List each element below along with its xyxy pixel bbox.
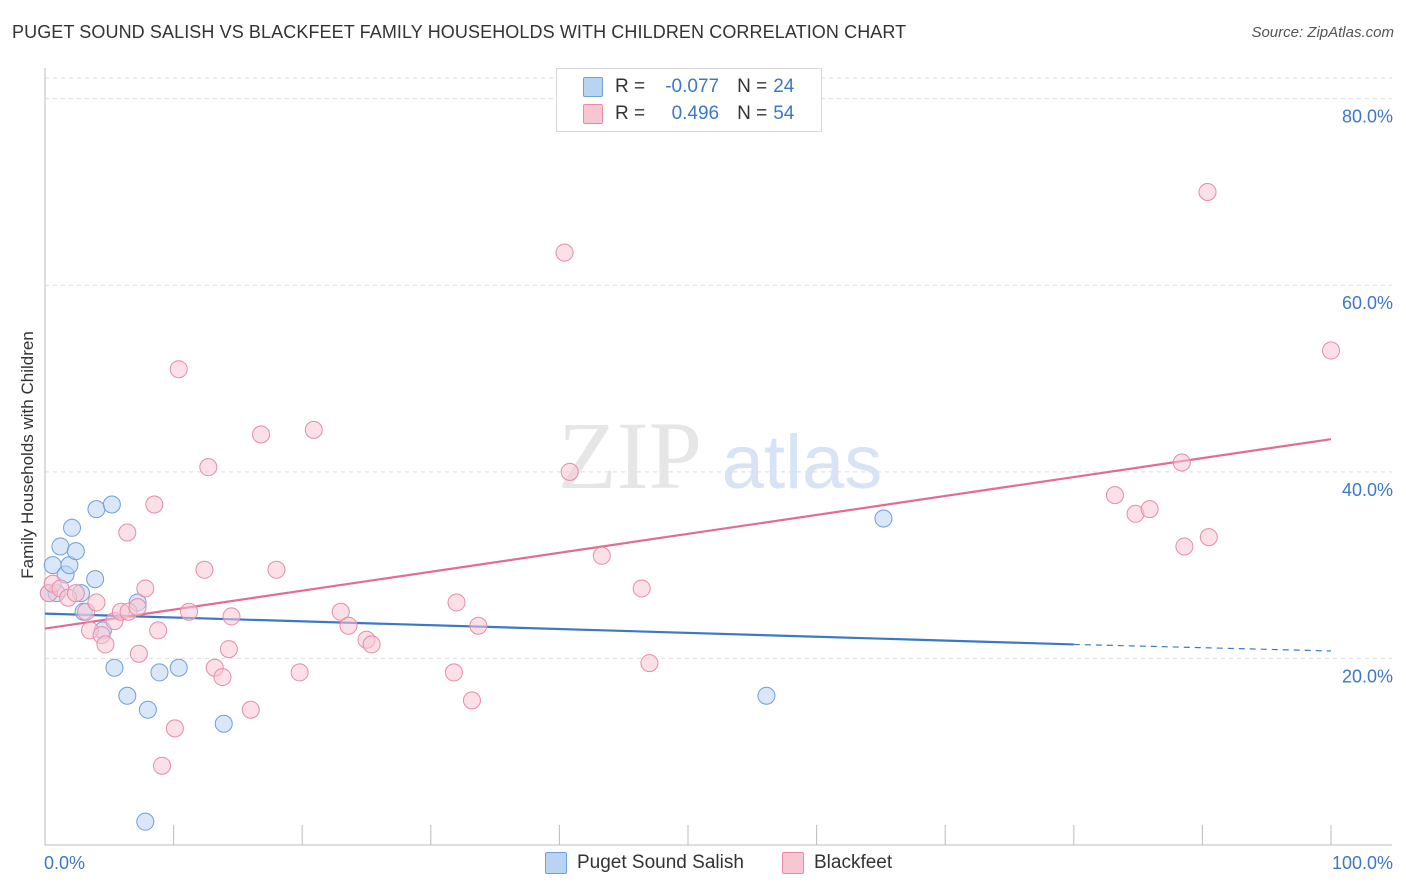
legend-n-label: N = [737, 76, 768, 97]
data-point-blackfeet [1199, 528, 1218, 547]
data-point-blackfeet [169, 360, 188, 379]
data-point-blackfeet [128, 598, 147, 617]
data-point-blackfeet [447, 593, 466, 612]
gridlines [45, 77, 1392, 659]
chart-title: PUGET SOUND SALISH VS BLACKFEET FAMILY H… [12, 22, 907, 42]
trend-line-salish-extension [1073, 643, 1332, 652]
data-point-blackfeet [165, 719, 184, 738]
data-point-blackfeet [339, 616, 358, 635]
legend-r-label: R = [615, 103, 646, 124]
data-point-blackfeet [1175, 537, 1194, 556]
y-tick-label: 60.0% [1342, 293, 1393, 313]
data-point-blackfeet [136, 579, 155, 598]
data-point-blackfeet [195, 560, 214, 579]
data-point-blackfeet [180, 602, 199, 621]
legend-r-value: 0.496 [671, 103, 720, 124]
bottom-legend-blackfeet: Blackfeet [782, 852, 892, 874]
trend-lines [44, 438, 1332, 652]
data-point-blackfeet [592, 546, 611, 565]
data-point-blackfeet [632, 579, 651, 598]
y-tick-label: 20.0% [1342, 666, 1393, 686]
tick-labels: 20.0% 40.0% 60.0% 80.0% 0.0% 100.0% [44, 107, 1393, 873]
y-axis-label: Family Households with Children [18, 331, 37, 579]
bottom-legend-swatch-pink [782, 852, 804, 874]
data-point-blackfeet [444, 663, 463, 682]
legend-n-label: N = [737, 103, 768, 124]
x-tick-label: 100.0% [1332, 853, 1393, 873]
data-point-blackfeet [199, 458, 218, 477]
legend-r-value: -0.077 [665, 76, 720, 97]
trend-line-salish [44, 612, 1074, 646]
legend-n-value: 24 [773, 76, 795, 97]
bottom-legend-salish: Puget Sound Salish [545, 852, 744, 874]
data-point-salish [757, 686, 776, 705]
data-point-salish [87, 500, 106, 519]
data-point-blackfeet [267, 560, 286, 579]
data-point-blackfeet [252, 425, 271, 444]
data-point-blackfeet [1105, 486, 1124, 505]
data-point-blackfeet [87, 593, 106, 612]
data-point-salish [118, 686, 137, 705]
legend-row-blackfeet: R = 0.496 N = 54 [583, 102, 794, 126]
data-point-blackfeet [145, 495, 164, 514]
legend-n-value: 54 [773, 103, 795, 124]
legend-r-label: R = [615, 76, 646, 97]
source-credit: Source: ZipAtlas.com [1251, 24, 1394, 41]
data-point-blackfeet [331, 602, 350, 621]
data-point-salish [138, 700, 157, 719]
axes [44, 68, 1392, 846]
data-point-blackfeet [362, 635, 381, 654]
legend-swatch-pink [583, 104, 603, 124]
bottom-legend-swatch-blue [545, 852, 567, 874]
data-point-salish [150, 663, 169, 682]
data-point-blackfeet [640, 654, 659, 673]
data-point-salish [136, 812, 155, 831]
bottom-legend-label: Puget Sound Salish [577, 852, 744, 873]
data-point-blackfeet [304, 420, 323, 439]
data-point-salish [874, 509, 893, 528]
data-point-blackfeet [213, 668, 232, 687]
watermark-atlas: atlas [722, 420, 883, 505]
data-point-blackfeet [153, 756, 172, 775]
data-point-blackfeet [560, 462, 579, 481]
legend-swatch-blue [583, 77, 603, 97]
trend-line-blackfeet [44, 438, 1332, 630]
data-point-salish [86, 570, 105, 589]
bottom-legend-label: Blackfeet [814, 852, 893, 873]
data-point-blackfeet [290, 663, 309, 682]
data-point-salish [105, 658, 124, 677]
data-point-blackfeet [469, 616, 488, 635]
data-point-blackfeet [1198, 182, 1217, 201]
data-point-blackfeet [222, 607, 241, 626]
y-tick-label: 40.0% [1342, 480, 1393, 500]
data-point-blackfeet [149, 621, 168, 640]
x-tick-label: 0.0% [44, 853, 85, 873]
watermark: ZIP atlas [558, 402, 882, 509]
legend-row-salish: R = -0.077 N = 24 [583, 75, 794, 99]
data-point-blackfeet [462, 691, 481, 710]
data-point-blackfeet [241, 700, 260, 719]
watermark-zip: ZIP [558, 402, 702, 509]
data-point-blackfeet [219, 640, 238, 659]
data-point-blackfeet [118, 523, 137, 542]
data-point-salish [214, 714, 233, 733]
data-point-salish [102, 495, 121, 514]
data-point-blackfeet [1140, 500, 1159, 519]
data-point-blackfeet [1172, 453, 1191, 472]
correlation-legend: R = -0.077 N = 24 R = 0.496 N = 54 [556, 68, 822, 132]
data-point-blackfeet [129, 644, 148, 663]
data-point-blackfeet [66, 584, 85, 603]
data-point-blackfeet [1322, 341, 1340, 360]
data-point-blackfeet [555, 243, 574, 262]
y-tick-label: 80.0% [1342, 107, 1393, 127]
data-point-salish [63, 518, 82, 537]
data-point-salish [66, 542, 85, 561]
data-points [39, 182, 1340, 831]
data-point-blackfeet [96, 635, 115, 654]
data-point-salish [169, 658, 188, 677]
data-point-salish [51, 537, 70, 556]
